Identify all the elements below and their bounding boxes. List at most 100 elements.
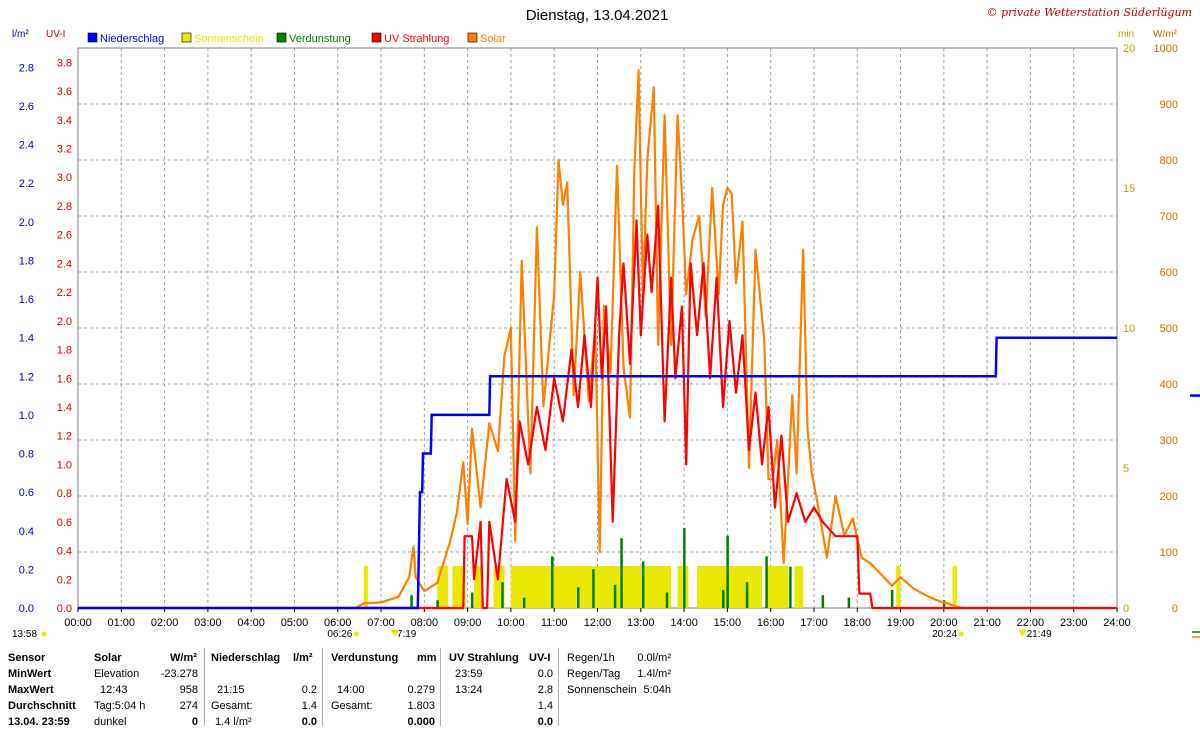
sun-minutes-tick-label: 20	[1123, 43, 1135, 55]
legend: Niederschlag Sonnenschein Verdunstung UV St…	[87, 32, 506, 45]
legend-swatch	[181, 32, 192, 43]
rain-header: Niederschlag	[211, 652, 281, 664]
sun-minutes-tick-label: 5	[1123, 463, 1129, 475]
evaporation-bar	[551, 556, 554, 608]
uv-tick-label: 0.4	[57, 546, 72, 558]
evap-value: 0.000	[407, 716, 435, 728]
evaporation-bar	[821, 595, 825, 608]
x-tick-label: 13:00	[627, 617, 655, 629]
rain-tick-label: 2.6	[19, 101, 34, 113]
summary-label: Regen/Tag	[567, 668, 621, 680]
solar-value: 958	[179, 684, 198, 696]
uv-tick-label: 1.8	[57, 345, 72, 357]
evaporation-bar	[726, 535, 729, 608]
solar-label: Elevation	[94, 668, 140, 680]
evap-value: 1.803	[407, 700, 435, 712]
legend-swatch	[87, 32, 98, 43]
evaporation-bar	[436, 600, 439, 608]
uv-tick-label: 3.6	[57, 86, 72, 98]
x-tick-label: 24:00	[1103, 617, 1131, 629]
evaporation-bar	[722, 589, 725, 608]
uv-tick-label: 2.8	[57, 201, 72, 213]
rain-label: 21:15	[217, 684, 245, 696]
x-tick-label: 11:00	[541, 617, 568, 629]
solar-column: Solar W/m² Elevation -23.278 12:43 958 Tag:…	[90, 648, 204, 728]
evaporation-bar	[683, 527, 686, 608]
row-label-min: MinWert	[8, 668, 52, 680]
x-tick-label: 23:00	[1060, 617, 1088, 629]
dawn-marker	[353, 631, 359, 637]
rain-tick-label: 0.4	[19, 526, 34, 538]
legend-label: Verdunstung	[289, 33, 351, 45]
dusk-time-label: 20:24	[932, 629, 957, 640]
solar-tick-label: 600	[1160, 267, 1178, 279]
uv-tick-label: 1.4	[57, 402, 72, 414]
sensor-header: Sensor	[8, 652, 46, 664]
summary-label: Regen/1h	[567, 652, 615, 664]
rain-tick-label: 2.2	[19, 178, 34, 190]
x-tick-label: 16:00	[757, 617, 785, 629]
legend-swatch	[276, 32, 287, 43]
solar-tick-label: 400	[1160, 379, 1178, 391]
evaporation-bar	[522, 597, 526, 608]
uv-tick-label: 3.2	[57, 144, 72, 156]
evap-unit: mm	[417, 652, 437, 664]
evaporation-bar	[890, 589, 894, 608]
rain-label: 1.4 l/m²	[215, 716, 252, 728]
solar-series-line	[354, 69, 963, 610]
evaporation-bar	[665, 592, 669, 608]
uv-tick-label: 2.0	[57, 316, 72, 328]
weather-chart: Dienstag, 13.04.2021 © private Wettersta…	[12, 6, 1200, 640]
rain-tick-label: 1.8	[19, 255, 34, 267]
summary-column: Regen/1h 0.0l/m² Regen/Tag 1.4l/m² Sonnens…	[558, 648, 677, 726]
legend-label: Sonnenschein	[194, 33, 264, 45]
evaporation-bar	[470, 592, 474, 608]
solar-label: Tag:5:04 h	[94, 700, 146, 712]
sunshine-bar	[677, 566, 689, 608]
evaporation-bar	[641, 561, 645, 608]
x-tick-label: 10:00	[497, 617, 525, 629]
sunshine-bar	[452, 566, 466, 608]
axes: 0.0 0.2 0.4 0.6 0.8 1.0 1.2 1.4 1.6 1.8 2.0 2.2 2.4 2…	[19, 43, 1178, 629]
solar-axis-unit: W/m²	[1153, 29, 1178, 40]
x-tick-label: 08:00	[411, 617, 439, 629]
summary-value: 0.0l/m²	[637, 652, 671, 664]
rain-value: 0.2	[301, 684, 317, 696]
sunshine-bar	[474, 566, 483, 608]
solar-tick-label: 100	[1160, 547, 1178, 559]
uv-header: UV Strahlung	[449, 652, 519, 664]
solar-tick-label: 0	[1172, 603, 1178, 615]
sunshine-bar	[363, 566, 369, 608]
uv-label: 13:24	[455, 684, 483, 696]
uv-tick-label: 1.6	[57, 373, 72, 385]
summary-value: 1.4l/m²	[637, 668, 671, 680]
uv-tick-label: 2.6	[57, 230, 72, 242]
solar-tick-label: 1000	[1154, 43, 1178, 55]
sun-minutes-tick-label: 0	[1123, 603, 1129, 615]
uv-tick-label: 2.4	[57, 258, 72, 270]
moon-marker	[41, 631, 47, 637]
sunshine-bar	[493, 566, 505, 608]
evaporation-bar	[577, 587, 580, 608]
rain-tick-label: 1.0	[19, 410, 34, 422]
uv-tick-label: 1.0	[57, 459, 72, 471]
row-label-current: 13.04. 23:59	[8, 716, 70, 728]
sun-minutes-axis-unit: min	[1118, 29, 1134, 40]
evap-label: 14:00	[337, 684, 365, 696]
sunshine-bar	[952, 566, 957, 608]
solar-tick-label: 900	[1160, 99, 1178, 111]
rain-tick-label: 0.0	[19, 603, 34, 615]
uv-tick-label: 2.2	[57, 287, 72, 299]
uv-axis-unit: UV-I	[46, 29, 65, 40]
x-tick-label: 09:00	[454, 617, 482, 629]
uv-tick-label: 3.4	[57, 115, 72, 127]
uv-tick-label: 0.2	[57, 574, 72, 586]
x-tick-label: 19:00	[887, 617, 915, 629]
legend-swatch	[467, 32, 478, 43]
evap-header: Verdunstung	[331, 652, 399, 664]
x-tick-label: 14:00	[670, 617, 698, 629]
uv-tick-label: 0.0	[57, 603, 72, 615]
solar-unit: W/m²	[170, 652, 197, 664]
row-label-max: MaxWert	[8, 684, 54, 696]
rain-unit: l/m²	[293, 652, 313, 664]
